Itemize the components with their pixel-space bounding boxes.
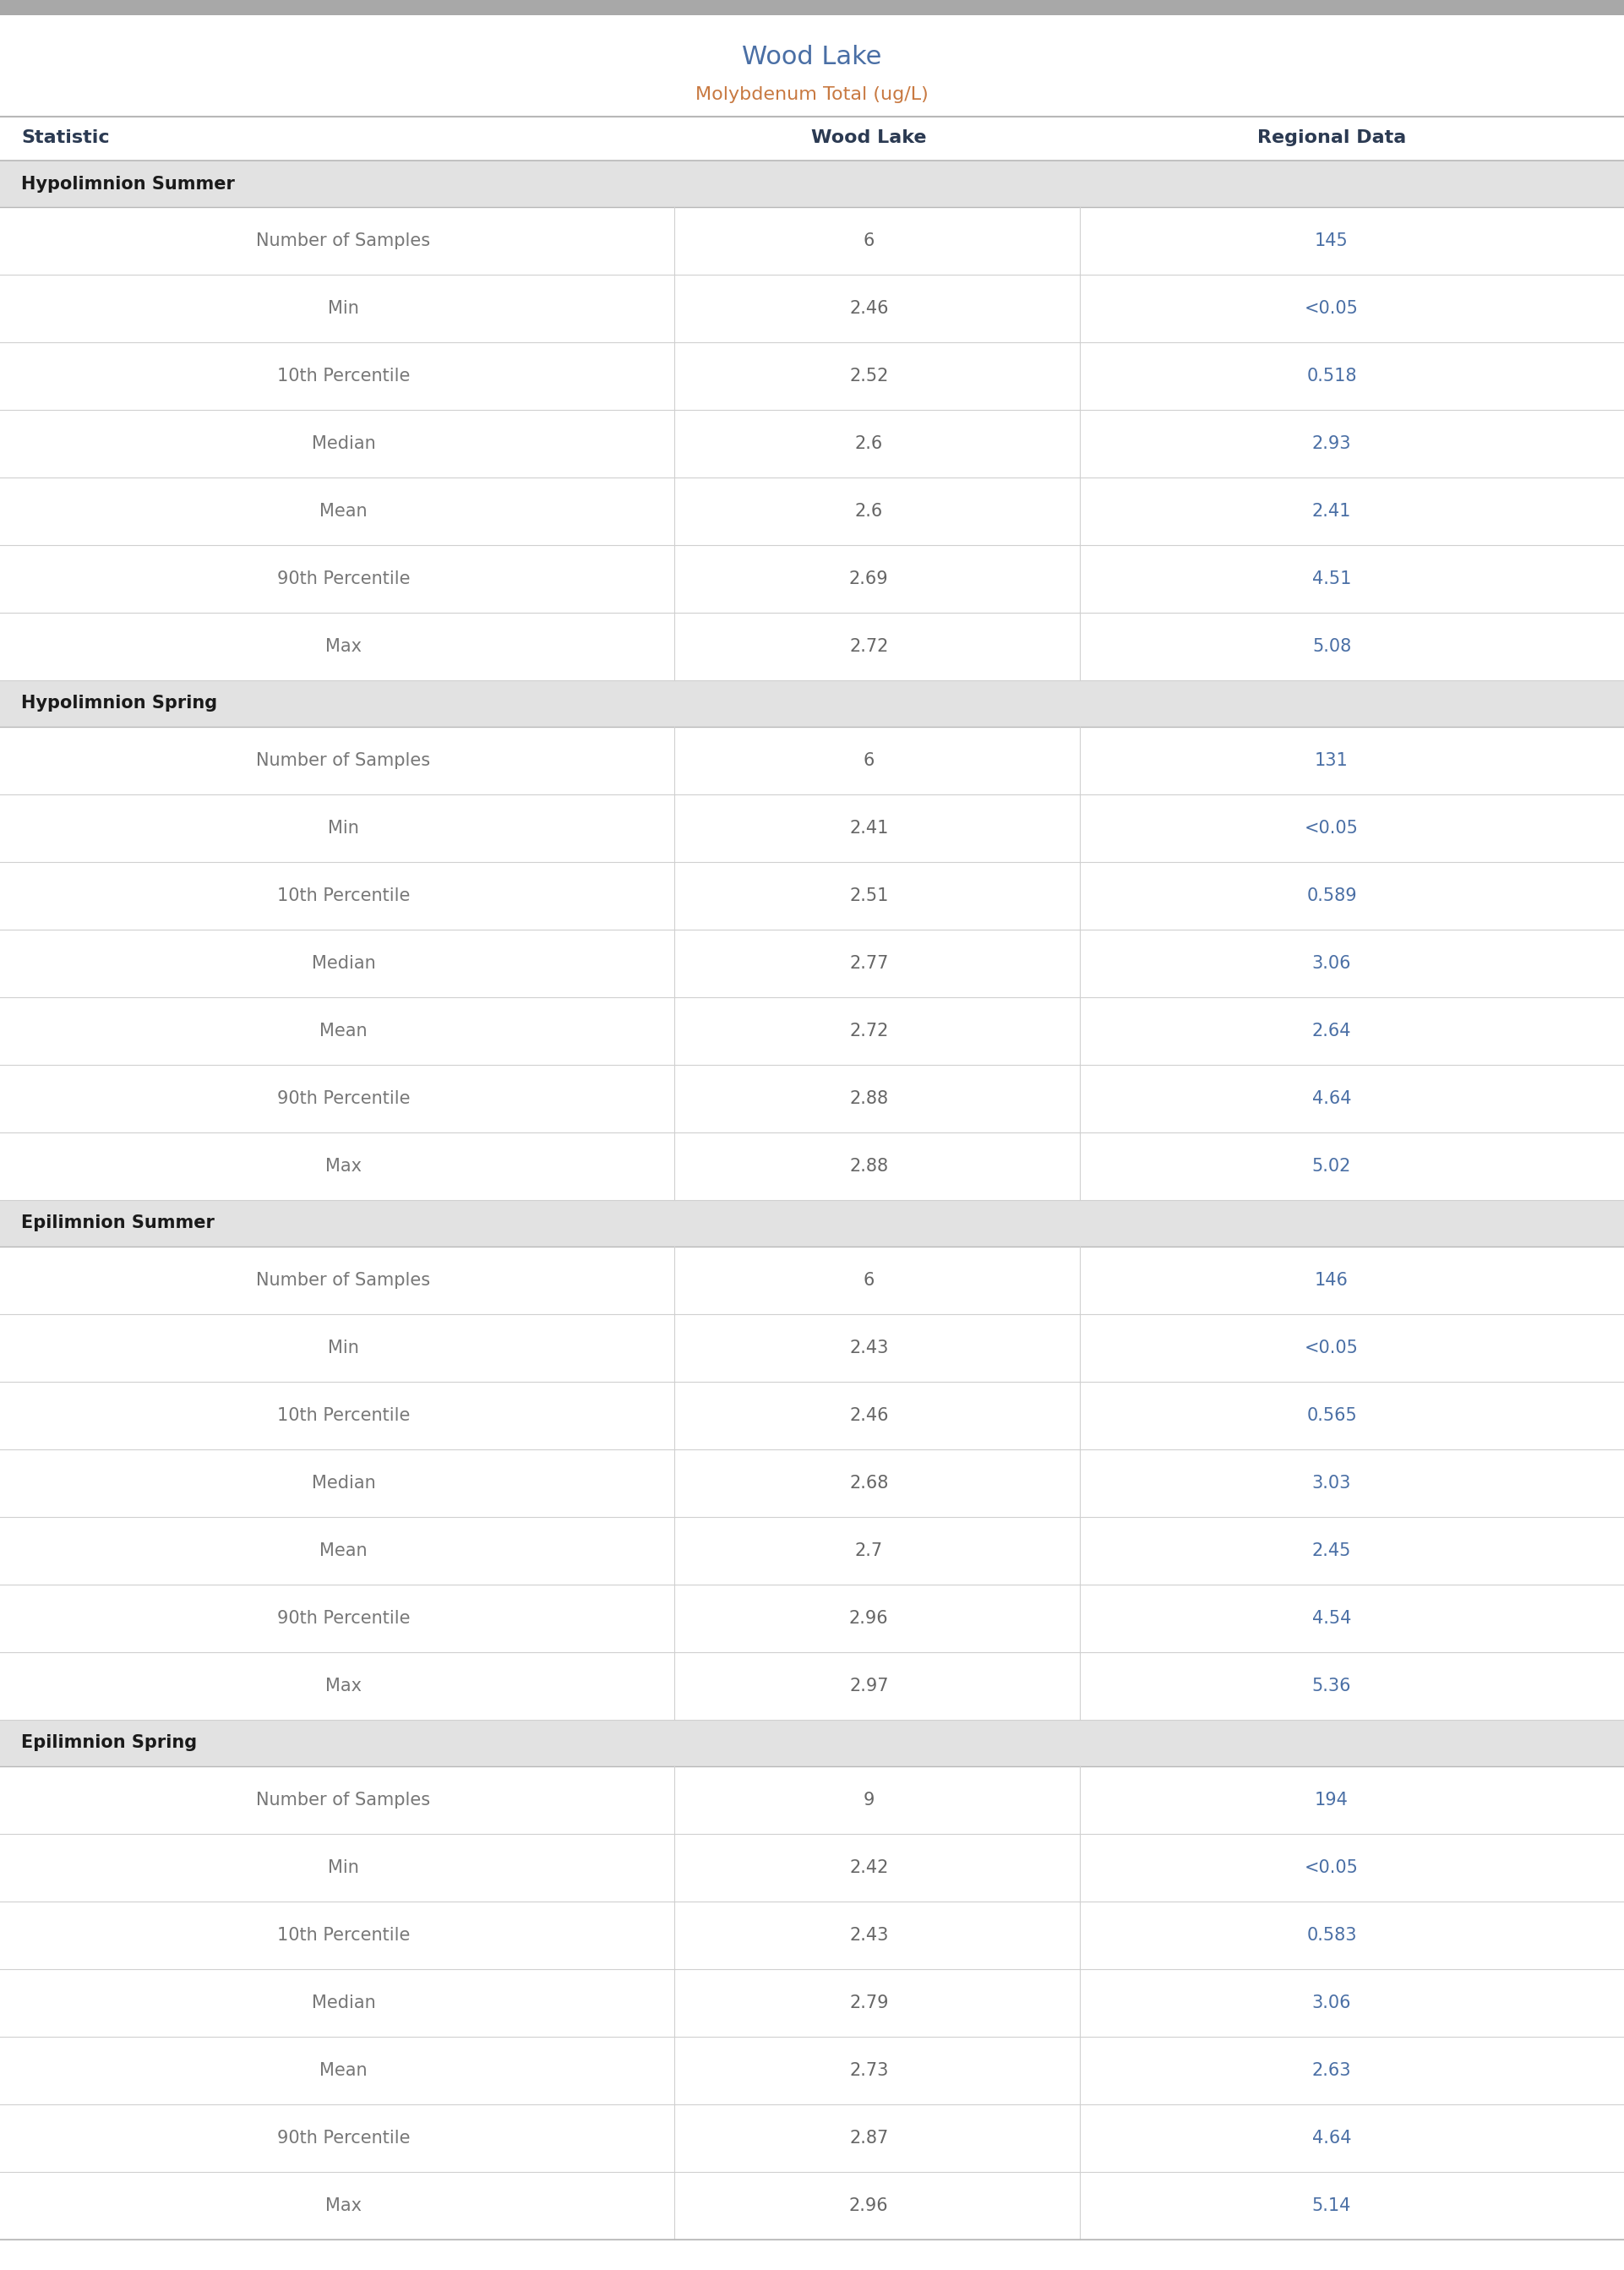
Text: 3.06: 3.06 (1312, 1995, 1351, 2011)
Text: 2.7: 2.7 (854, 1541, 883, 1559)
Text: 2.43: 2.43 (849, 1927, 888, 1943)
Text: Min: Min (328, 819, 359, 838)
Text: Hypolimnion Spring: Hypolimnion Spring (21, 695, 218, 713)
Text: Hypolimnion Summer: Hypolimnion Summer (21, 175, 235, 193)
Text: 2.63: 2.63 (1312, 2061, 1351, 2079)
Text: <0.05: <0.05 (1304, 819, 1359, 838)
Bar (0, 1721, 1624, 1766)
Text: 3.06: 3.06 (1312, 956, 1351, 972)
Text: Max: Max (325, 1678, 362, 1693)
Text: 4.64: 4.64 (1312, 2129, 1351, 2147)
Text: Mean: Mean (320, 2061, 367, 2079)
Text: 0.589: 0.589 (1306, 888, 1358, 903)
Bar (0, 0, 1624, 16)
Text: 0.583: 0.583 (1307, 1927, 1356, 1943)
Text: 6: 6 (864, 1271, 874, 1289)
Text: 145: 145 (1315, 232, 1348, 250)
Text: 2.77: 2.77 (849, 956, 888, 972)
Text: 9: 9 (864, 1791, 874, 1809)
Text: <0.05: <0.05 (1304, 1859, 1359, 1877)
Text: 2.79: 2.79 (849, 1995, 888, 2011)
Text: Epilimnion Spring: Epilimnion Spring (21, 1734, 197, 1752)
Text: 2.41: 2.41 (1312, 504, 1351, 520)
Text: 5.02: 5.02 (1312, 1158, 1351, 1174)
Bar (0, 161, 1624, 207)
Text: Statistic: Statistic (21, 129, 109, 145)
Text: 2.72: 2.72 (849, 638, 888, 656)
Text: 2.43: 2.43 (849, 1339, 888, 1357)
Text: 2.88: 2.88 (849, 1158, 888, 1174)
Text: 2.68: 2.68 (849, 1476, 888, 1491)
Text: 2.93: 2.93 (1312, 436, 1351, 452)
Text: Median: Median (312, 436, 375, 452)
Text: 2.51: 2.51 (849, 888, 888, 903)
Text: 90th Percentile: 90th Percentile (278, 1609, 409, 1628)
Text: 5.36: 5.36 (1312, 1678, 1351, 1693)
Text: Median: Median (312, 1995, 375, 2011)
Text: Wood Lake: Wood Lake (810, 129, 927, 145)
Text: 2.42: 2.42 (849, 1859, 888, 1877)
Text: 6: 6 (864, 751, 874, 770)
Text: Number of Samples: Number of Samples (257, 1271, 430, 1289)
Text: 5.08: 5.08 (1312, 638, 1351, 656)
Text: 2.73: 2.73 (849, 2061, 888, 2079)
Text: 3.03: 3.03 (1312, 1476, 1351, 1491)
Text: Mean: Mean (320, 1022, 367, 1040)
Text: 90th Percentile: 90th Percentile (278, 1090, 409, 1108)
Text: 90th Percentile: 90th Percentile (278, 2129, 409, 2147)
Text: Min: Min (328, 1339, 359, 1357)
Text: 2.96: 2.96 (849, 2197, 888, 2213)
Text: Epilimnion Summer: Epilimnion Summer (21, 1214, 214, 1233)
Text: 2.41: 2.41 (849, 819, 888, 838)
Text: 2.88: 2.88 (849, 1090, 888, 1108)
Text: 2.6: 2.6 (854, 436, 883, 452)
Text: 2.45: 2.45 (1312, 1541, 1351, 1559)
Bar (0, 681, 1624, 726)
Text: 5.14: 5.14 (1312, 2197, 1351, 2213)
Text: 4.54: 4.54 (1312, 1609, 1351, 1628)
Text: 10th Percentile: 10th Percentile (278, 1927, 409, 1943)
Text: 194: 194 (1315, 1791, 1348, 1809)
Text: 6: 6 (864, 232, 874, 250)
Text: 131: 131 (1315, 751, 1348, 770)
Text: Mean: Mean (320, 1541, 367, 1559)
Text: 0.565: 0.565 (1306, 1407, 1358, 1423)
Text: Molybdenum Total (ug/L): Molybdenum Total (ug/L) (695, 86, 929, 102)
Text: 2.64: 2.64 (1312, 1022, 1351, 1040)
Text: Number of Samples: Number of Samples (257, 751, 430, 770)
Text: <0.05: <0.05 (1304, 1339, 1359, 1357)
Text: 10th Percentile: 10th Percentile (278, 1407, 409, 1423)
Text: 0.518: 0.518 (1307, 368, 1356, 384)
Text: Max: Max (325, 1158, 362, 1174)
Text: 2.69: 2.69 (849, 570, 888, 588)
Text: 10th Percentile: 10th Percentile (278, 368, 409, 384)
Text: <0.05: <0.05 (1304, 300, 1359, 318)
Text: 146: 146 (1315, 1271, 1348, 1289)
Text: 2.46: 2.46 (849, 1407, 888, 1423)
Text: 2.72: 2.72 (849, 1022, 888, 1040)
Text: 4.64: 4.64 (1312, 1090, 1351, 1108)
Text: 2.87: 2.87 (849, 2129, 888, 2147)
Text: 2.97: 2.97 (849, 1678, 888, 1693)
Text: Regional Data: Regional Data (1257, 129, 1406, 145)
Text: 2.52: 2.52 (849, 368, 888, 384)
Text: Min: Min (328, 1859, 359, 1877)
Text: 90th Percentile: 90th Percentile (278, 570, 409, 588)
Text: Max: Max (325, 638, 362, 656)
Text: 2.6: 2.6 (854, 504, 883, 520)
Text: 10th Percentile: 10th Percentile (278, 888, 409, 903)
Text: Median: Median (312, 956, 375, 972)
Text: Max: Max (325, 2197, 362, 2213)
Text: Median: Median (312, 1476, 375, 1491)
Text: 2.46: 2.46 (849, 300, 888, 318)
Text: 2.96: 2.96 (849, 1609, 888, 1628)
Text: Number of Samples: Number of Samples (257, 232, 430, 250)
Text: Number of Samples: Number of Samples (257, 1791, 430, 1809)
Text: Mean: Mean (320, 504, 367, 520)
Text: Wood Lake: Wood Lake (742, 45, 882, 70)
Text: Min: Min (328, 300, 359, 318)
Bar (0, 1201, 1624, 1246)
Text: 4.51: 4.51 (1312, 570, 1351, 588)
